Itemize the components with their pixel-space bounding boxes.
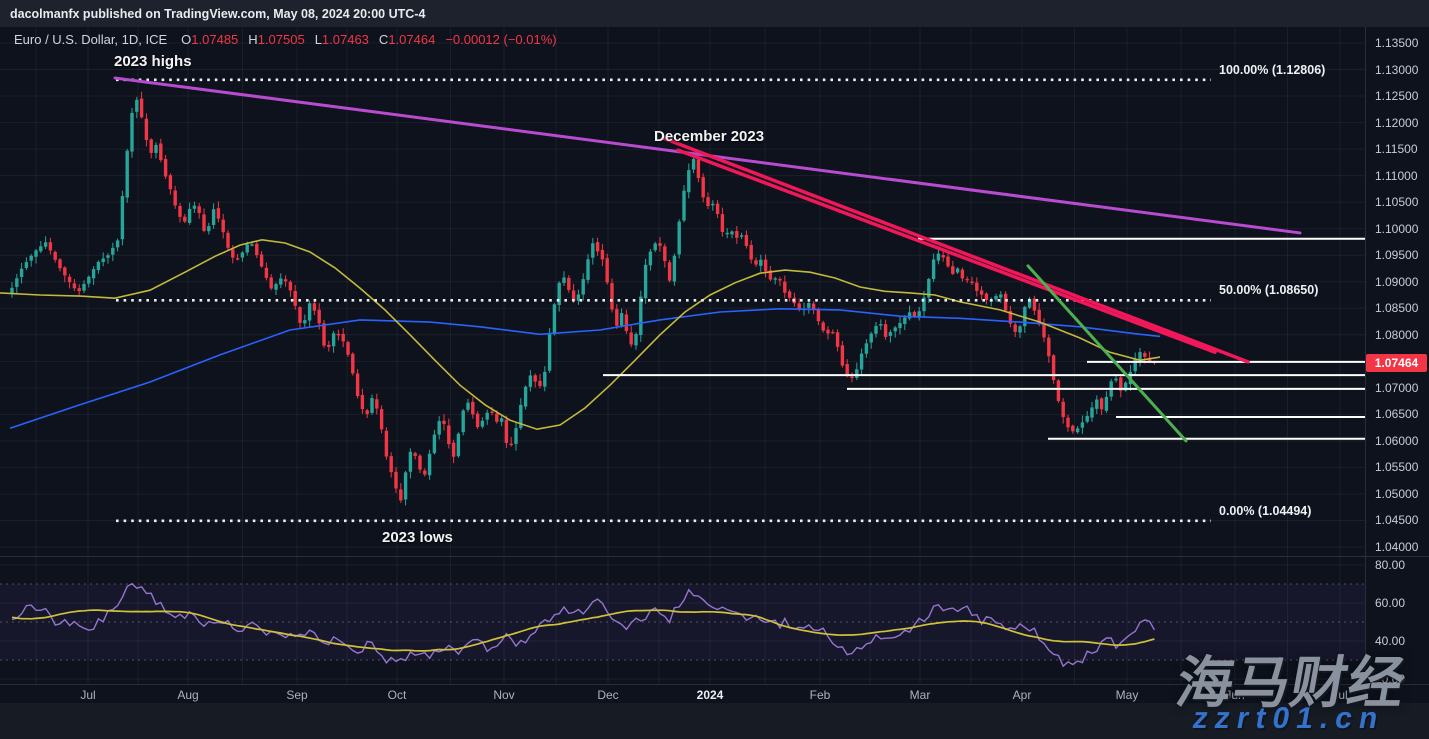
ma-slow-line (9, 307, 1161, 429)
price-tick: 1.09000 (1375, 275, 1419, 289)
time-tick: Jun (1225, 688, 1245, 702)
rsi-tick: 80.00 (1375, 558, 1406, 572)
price-tick: 1.13000 (1375, 63, 1419, 77)
price-tick: 1.12500 (1375, 89, 1419, 103)
time-tick: Apr (1012, 688, 1032, 702)
price-tick: 1.05500 (1375, 460, 1419, 474)
time-tick: Jul (80, 688, 96, 702)
watermark-url: zzrt01.cn (1190, 702, 1388, 735)
ma-fast-line (0, 238, 1161, 431)
rsi-ma-line (11, 609, 1155, 652)
time-axis[interactable] (0, 685, 1365, 703)
pane-separator-rsi-timeaxis (0, 684, 1429, 685)
pane-separator-main-rsi[interactable] (0, 556, 1429, 557)
fib-label-50[interactable]: 50.00% (1.08650) (1219, 283, 1319, 297)
last-price-badge: 1.07464 (1366, 354, 1427, 372)
time-tick: Oct (387, 688, 407, 702)
price-tick: 1.08500 (1375, 301, 1419, 315)
time-tick: Feb (809, 688, 831, 702)
price-tick: 1.13500 (1375, 36, 1419, 50)
time-tick: Aug (177, 688, 199, 702)
time-tick: Jul (1332, 688, 1348, 702)
rsi-pane (0, 582, 1365, 668)
publish-banner-text: dacolmanfx published on TradingView.com,… (10, 6, 426, 21)
price-tick: 1.05000 (1375, 487, 1419, 501)
april-downtrend (1026, 264, 1188, 443)
change-value: −0.00012 (−0.01%) (445, 31, 557, 47)
price-tick: 1.10500 (1375, 195, 1419, 209)
rsi-tick: 40.00 (1375, 634, 1406, 648)
symbol-legend: Euro / U.S. Dollar, 1D, ICE O1.07485 H1.… (14, 31, 557, 47)
publish-banner: dacolmanfx published on TradingView.com,… (0, 0, 1429, 27)
annotation-2023-highs[interactable]: 2023 highs (114, 53, 192, 70)
close-value: C1.07464 (378, 31, 436, 47)
price-tick: 1.12000 (1375, 116, 1419, 130)
december-channel-lower (676, 148, 1217, 355)
time-tick: 2024 (696, 688, 724, 702)
symbol-title[interactable]: Euro / U.S. Dollar, 1D, ICE (14, 31, 168, 47)
price-tick: 1.09500 (1375, 248, 1419, 262)
price-tick: 1.04500 (1375, 513, 1419, 527)
price-tick: 1.06000 (1375, 434, 1419, 448)
price-tick: 1.11500 (1375, 142, 1418, 156)
time-tick: Mar (909, 688, 931, 702)
candles (10, 91, 1157, 506)
time-tick: Nov (493, 688, 515, 702)
price-tick: 1.11000 (1375, 169, 1418, 183)
price-tick: 1.08000 (1375, 328, 1419, 342)
time-tick: May (1115, 688, 1139, 702)
footer-bar: TradingView (0, 703, 1429, 739)
price-tick: 1.04000 (1375, 540, 1419, 554)
december-channel-upper (661, 136, 1250, 364)
annotation-december-2023[interactable]: December 2023 (654, 128, 765, 145)
rsi-tick: 20.00 (1375, 672, 1406, 686)
open-value: O1.07485 (181, 31, 239, 47)
high-value: H1.07505 (248, 31, 305, 47)
low-value: L1.07463 (314, 31, 369, 47)
fib-label-0[interactable]: 0.00% (1.04494) (1219, 504, 1312, 518)
fib-label-100[interactable]: 100.00% (1.12806) (1219, 63, 1326, 77)
main-pane (0, 76, 1365, 523)
price-tick: 1.06500 (1375, 407, 1419, 421)
time-tick: Sep (286, 688, 308, 702)
price-axis-separator (1365, 27, 1366, 703)
price-tick: 1.07000 (1375, 381, 1419, 395)
annotation-2023-lows[interactable]: 2023 lows (382, 529, 453, 546)
rsi-line (11, 582, 1156, 668)
time-tick: Dec (597, 688, 619, 702)
price-tick: 1.10000 (1375, 222, 1419, 236)
rsi-tick: 60.00 (1375, 596, 1406, 610)
